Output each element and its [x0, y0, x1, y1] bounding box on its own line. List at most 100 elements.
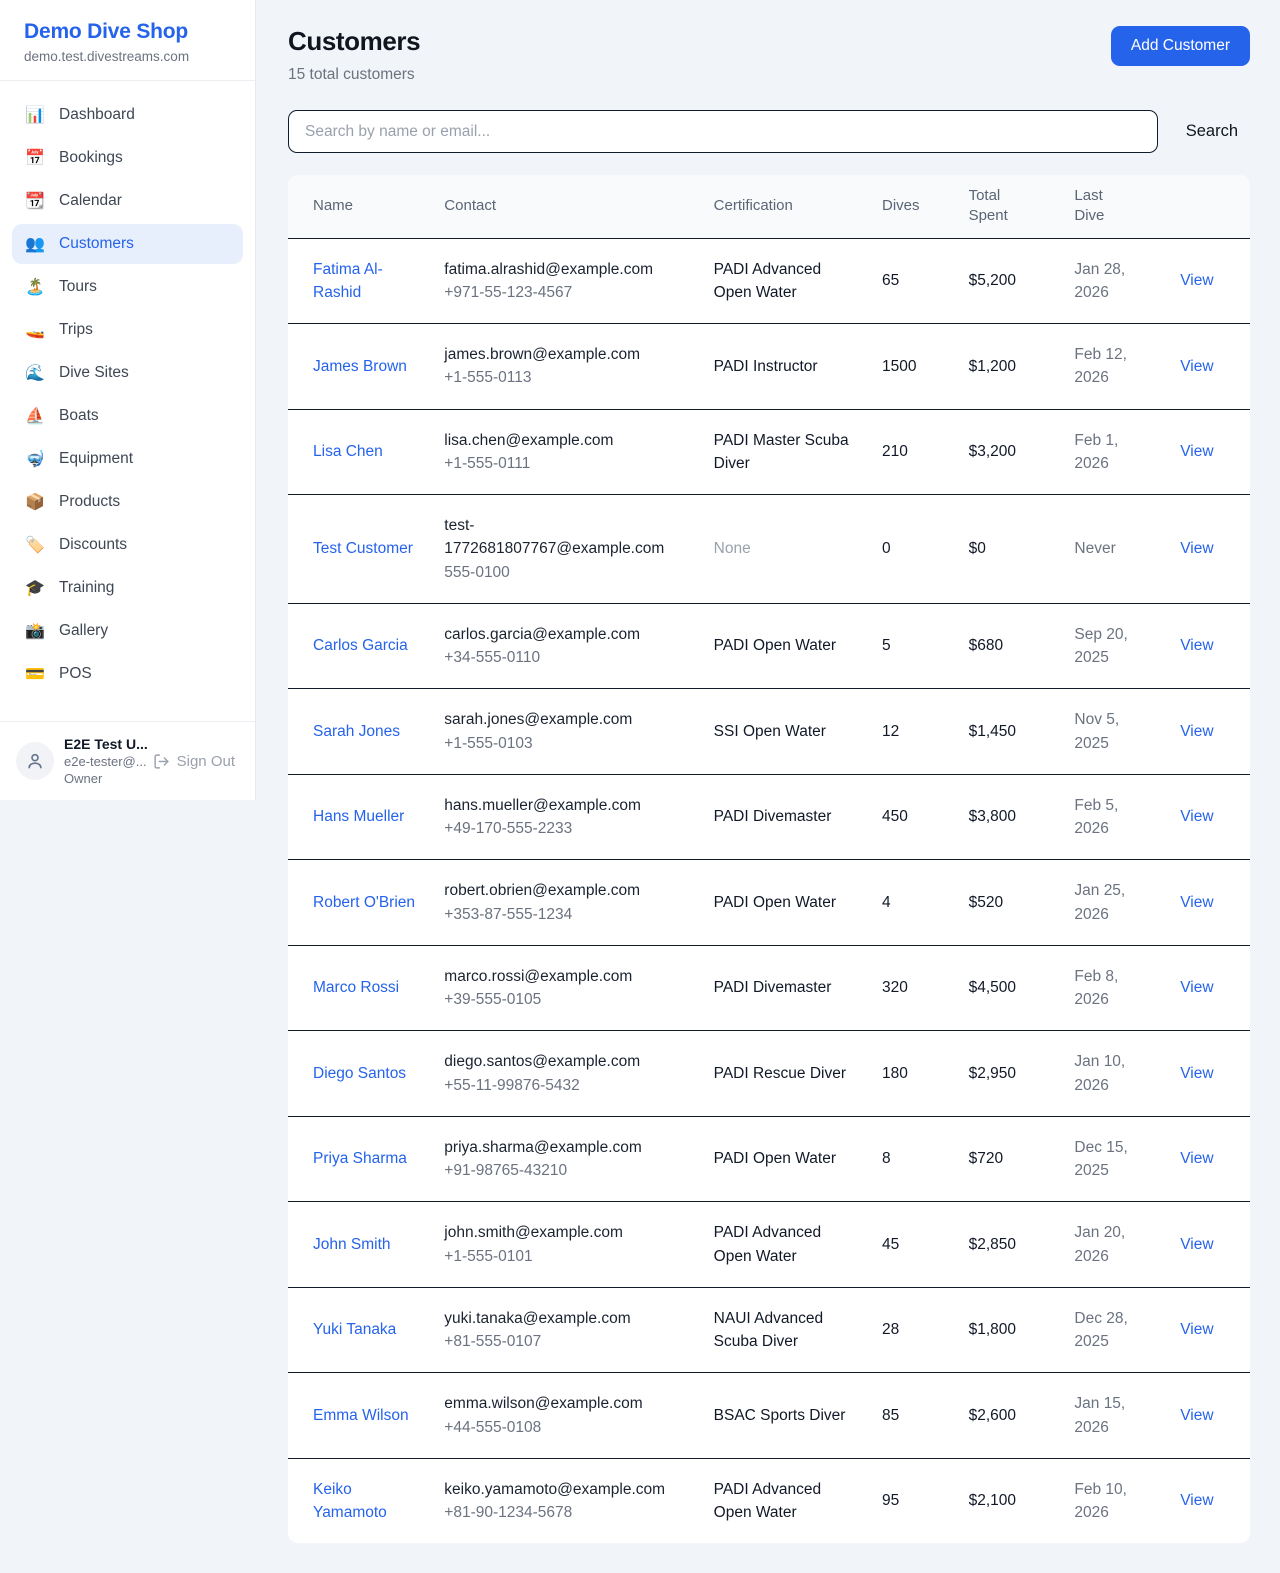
customer-dives: 5 — [870, 603, 957, 690]
package-icon: 📦 — [25, 494, 45, 511]
wave-icon: 🌊 — [25, 365, 45, 382]
view-link[interactable]: View — [1180, 637, 1214, 655]
sidebar-item-gallery[interactable]: 📸 Gallery — [25, 622, 109, 640]
customer-email: diego.santos@example.com — [444, 1053, 641, 1071]
sidebar-item-trips[interactable]: 🚤 Trips — [25, 321, 93, 339]
view-link[interactable]: View — [1180, 893, 1214, 911]
column-header-total-spent: Total Spent — [956, 175, 1063, 239]
logout-icon — [154, 753, 169, 769]
customer-dives: 180 — [870, 1030, 957, 1117]
sidebar-item-equipment[interactable]: 🤿 Equipment — [25, 450, 134, 468]
camera-icon: 📸 — [25, 623, 45, 640]
table-row: Yuki Tanaka yuki.tanaka@example.com +81-… — [288, 1287, 1250, 1374]
customer-name-link[interactable]: Yuki Tanaka — [313, 1321, 397, 1339]
customer-name-link[interactable]: Carlos Garcia — [313, 637, 408, 655]
sign-out-button[interactable]: Sign Out — [147, 752, 241, 771]
customer-phone: +971-55-123-4567 — [444, 283, 573, 301]
add-customer-button[interactable]: Add Customer — [1110, 26, 1250, 66]
sidebar-item-training[interactable]: 🎓 Training — [25, 579, 115, 597]
view-link[interactable]: View — [1180, 1406, 1214, 1424]
view-link[interactable]: View — [1180, 979, 1214, 997]
table-row: Hans Mueller hans.mueller@example.com +4… — [288, 774, 1250, 861]
customer-total-spent: $5,200 — [956, 238, 1063, 324]
customer-email: keiko.yamamoto@example.com — [444, 1480, 666, 1498]
customer-phone: +1-555-0101 — [444, 1247, 533, 1265]
sidebar-item-tours[interactable]: 🏝️ Tours — [25, 278, 97, 296]
view-link[interactable]: View — [1180, 722, 1214, 740]
shop-domain: demo.test.divestreams.com — [24, 49, 190, 64]
view-link[interactable]: View — [1180, 1150, 1214, 1168]
table-row: Sarah Jones sarah.jones@example.com +1-5… — [288, 688, 1250, 775]
sidebar-item-calendar[interactable]: 📆 Calendar — [25, 192, 122, 210]
sidebar-header: Demo Dive Shop demo.test.divestreams.com — [0, 0, 255, 81]
label-tag-icon: 🏷️ — [25, 537, 45, 554]
customer-last-dive: Never — [1062, 494, 1169, 604]
users-icon: 👥 — [25, 236, 45, 253]
view-link[interactable]: View — [1180, 1064, 1214, 1082]
customer-name-link[interactable]: Fatima Al-Rashid — [313, 260, 383, 301]
table-row: Priya Sharma priya.sharma@example.com +9… — [288, 1116, 1250, 1203]
sidebar-user-section: E2E Test U... e2e-tester@... Owner Sign … — [0, 721, 255, 800]
customer-total-spent: $3,200 — [956, 409, 1063, 495]
customer-dives: 1500 — [870, 323, 957, 410]
sidebar-item-dashboard[interactable]: 📊 Dashboard — [25, 106, 135, 124]
sidebar-item-pos[interactable]: 💳 POS — [25, 665, 92, 683]
customer-phone: +81-555-0107 — [444, 1333, 542, 1350]
customer-phone: +1-555-0103 — [444, 734, 533, 752]
customer-last-dive: Jan 15, 2026 — [1062, 1372, 1169, 1459]
sidebar-item-customers[interactable]: 👥 Customers — [12, 224, 243, 264]
customer-total-spent: $1,450 — [956, 688, 1063, 775]
customer-dives: 4 — [870, 859, 957, 946]
customer-table-body: Fatima Al-Rashid fatima.alrashid@example… — [288, 238, 1250, 1543]
customer-name-link[interactable]: Hans Mueller — [313, 808, 405, 826]
bar-chart-icon: 📊 — [25, 107, 45, 124]
view-link[interactable]: View — [1180, 540, 1214, 558]
customer-email: priya.sharma@example.com — [444, 1138, 642, 1156]
customer-total-spent: $720 — [956, 1116, 1063, 1203]
view-link[interactable]: View — [1180, 808, 1214, 826]
page-subtitle: 15 total customers — [288, 66, 415, 83]
view-link[interactable]: View — [1180, 1235, 1214, 1253]
table-row: Robert O'Brien robert.obrien@example.com… — [288, 859, 1250, 946]
customer-dives: 0 — [870, 494, 957, 604]
view-link[interactable]: View — [1180, 272, 1214, 290]
customer-total-spent: $1,800 — [956, 1287, 1063, 1374]
search-button[interactable]: Search — [1174, 114, 1250, 149]
customer-total-spent: $3,800 — [956, 774, 1063, 861]
customer-name-link[interactable]: James Brown — [313, 357, 407, 375]
sidebar-item-discounts[interactable]: 🏷️ Discounts — [25, 536, 128, 554]
customer-certification: PADI Open Water — [701, 603, 870, 690]
customer-last-dive: Jan 25, 2026 — [1062, 859, 1169, 946]
customer-name-link[interactable]: Emma Wilson — [313, 1406, 409, 1424]
view-link[interactable]: View — [1180, 1492, 1214, 1510]
customer-name-link[interactable]: Sarah Jones — [313, 722, 401, 740]
customer-name-link[interactable]: Test Customer — [313, 540, 413, 558]
customer-last-dive: Nov 5, 2025 — [1062, 688, 1169, 775]
customer-email: robert.obrien@example.com — [444, 882, 641, 900]
table-row: Keiko Yamamoto keiko.yamamoto@example.co… — [288, 1458, 1250, 1543]
sign-out-label: Sign Out — [176, 752, 235, 770]
view-link[interactable]: View — [1180, 443, 1214, 461]
search-input[interactable] — [288, 110, 1158, 153]
customer-certification: PADI Divemaster — [701, 774, 870, 861]
customer-name-link[interactable]: Marco Rossi — [313, 979, 400, 997]
customer-name-link[interactable]: Lisa Chen — [313, 443, 383, 461]
customer-total-spent: $520 — [956, 859, 1063, 946]
customer-name-link[interactable]: Keiko Yamamoto — [313, 1480, 387, 1521]
sidebar-item-boats[interactable]: ⛵ Boats — [25, 407, 99, 425]
customer-dives: 210 — [870, 409, 957, 495]
customer-name-link[interactable]: Robert O'Brien — [313, 893, 416, 911]
view-link[interactable]: View — [1180, 1321, 1214, 1339]
customer-last-dive: Jan 28, 2026 — [1062, 238, 1169, 324]
sidebar-item-dive-sites[interactable]: 🌊 Dive Sites — [25, 364, 129, 382]
customer-name-link[interactable]: Priya Sharma — [313, 1150, 407, 1168]
calendar-date-icon: 📅 — [25, 150, 45, 167]
view-link[interactable]: View — [1180, 357, 1214, 375]
customer-total-spent: $2,600 — [956, 1372, 1063, 1459]
customer-name-link[interactable]: Diego Santos — [313, 1064, 407, 1082]
customer-last-dive: Dec 15, 2025 — [1062, 1116, 1169, 1203]
customer-name-link[interactable]: John Smith — [313, 1235, 391, 1253]
sidebar-item-products[interactable]: 📦 Products — [25, 493, 121, 511]
speedboat-icon: 🚤 — [25, 322, 45, 339]
sidebar-item-bookings[interactable]: 📅 Bookings — [25, 149, 123, 167]
